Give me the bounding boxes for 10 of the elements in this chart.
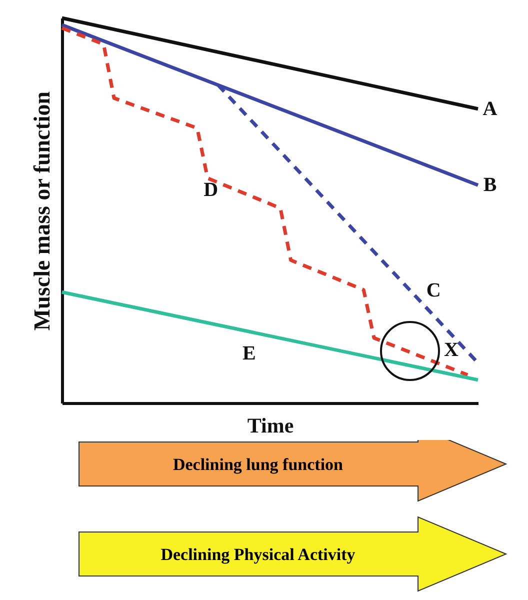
annotation: X: [444, 338, 458, 362]
y-axis-title: Muscle mass or function: [30, 91, 54, 331]
series-label: E: [242, 342, 256, 365]
text: Declining Physical Activity: [160, 545, 356, 564]
text: Declining lung function: [172, 455, 344, 474]
x-axis-title: Time: [247, 414, 294, 438]
series-label: C: [426, 280, 441, 302]
series-label: B: [483, 174, 497, 196]
series-label: D: [204, 179, 218, 202]
series-label: A: [482, 98, 498, 120]
